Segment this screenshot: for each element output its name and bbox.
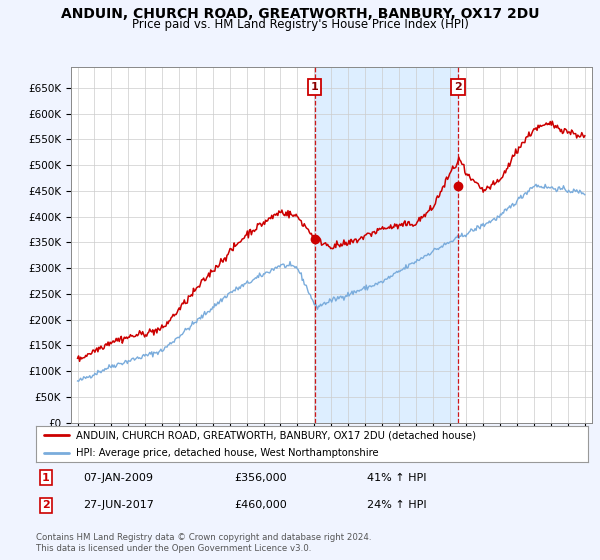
Text: 1: 1 [42,473,50,483]
Text: 27-JUN-2017: 27-JUN-2017 [83,500,154,510]
Text: 41% ↑ HPI: 41% ↑ HPI [367,473,427,483]
Text: HPI: Average price, detached house, West Northamptonshire: HPI: Average price, detached house, West… [76,447,379,458]
Text: 07-JAN-2009: 07-JAN-2009 [83,473,153,483]
Text: ANDUIN, CHURCH ROAD, GREATWORTH, BANBURY, OX17 2DU (detached house): ANDUIN, CHURCH ROAD, GREATWORTH, BANBURY… [76,430,476,440]
Text: 2: 2 [454,82,462,92]
Text: Price paid vs. HM Land Registry's House Price Index (HPI): Price paid vs. HM Land Registry's House … [131,18,469,31]
Bar [315,67,458,423]
Text: 24% ↑ HPI: 24% ↑ HPI [367,500,427,510]
Text: This data is licensed under the Open Government Licence v3.0.: This data is licensed under the Open Gov… [36,544,311,553]
Text: £460,000: £460,000 [235,500,287,510]
Text: 2: 2 [42,500,50,510]
Text: ANDUIN, CHURCH ROAD, GREATWORTH, BANBURY, OX17 2DU: ANDUIN, CHURCH ROAD, GREATWORTH, BANBURY… [61,7,539,21]
Text: £356,000: £356,000 [235,473,287,483]
Text: Contains HM Land Registry data © Crown copyright and database right 2024.: Contains HM Land Registry data © Crown c… [36,533,371,542]
Text: 1: 1 [311,82,319,92]
